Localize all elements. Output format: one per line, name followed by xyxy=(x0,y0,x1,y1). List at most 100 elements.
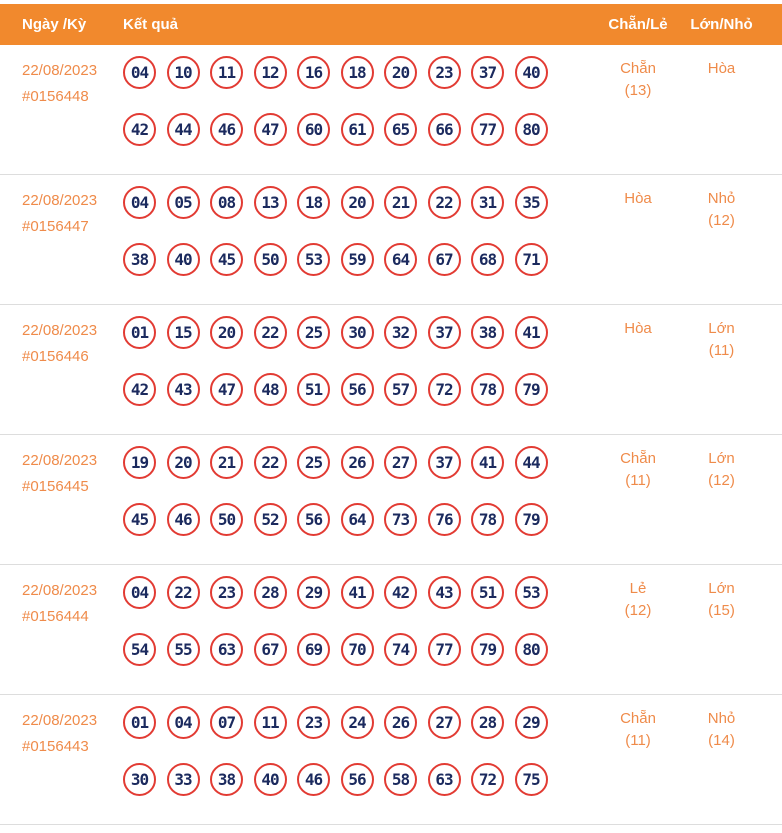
big-small-count: (12) xyxy=(708,472,735,489)
header-date-period: Ngày /Kỳ xyxy=(22,16,87,33)
number-ball: 10 xyxy=(166,56,200,89)
number-ball: 58 xyxy=(384,763,417,796)
number-ball: 20 xyxy=(166,446,200,479)
number-ball: 74 xyxy=(384,633,417,666)
table-header: Ngày /Kỳ Kết quả Chẵn/Lẻ Lớn/Nhỏ xyxy=(0,4,782,45)
number-ball: 79 xyxy=(514,503,548,536)
number-ball: 38 xyxy=(471,316,504,349)
result-row: 22/08/2023 #0156446 01 15 20 22 25 30 32 37 38 41… xyxy=(0,305,782,435)
draw-number[interactable]: #0156444 xyxy=(22,608,89,625)
draw-date: 22/08/2023 xyxy=(22,582,98,599)
numbers-line-2: 54 55 63 67 69 70 74 77 79 80 xyxy=(123,633,593,666)
number-ball: 47 xyxy=(253,113,287,146)
number-ball: 50 xyxy=(210,503,243,536)
number-ball: 42 xyxy=(123,113,156,146)
number-ball: 22 xyxy=(166,576,200,609)
draw-number[interactable]: #0156443 xyxy=(22,738,89,755)
even-odd-cell: Chẵn (11) xyxy=(593,695,683,824)
date-period-cell: 22/08/2023 #0156443 xyxy=(22,695,123,824)
number-ball: 59 xyxy=(340,243,374,276)
number-ball: 77 xyxy=(427,633,461,666)
number-ball: 64 xyxy=(340,503,374,536)
number-ball: 67 xyxy=(253,633,287,666)
even-odd-cell: Chẵn (11) xyxy=(593,435,683,564)
number-ball: 16 xyxy=(297,56,330,89)
date-period-cell: 22/08/2023 #0156447 xyxy=(22,175,123,304)
number-ball: 01 xyxy=(123,316,156,349)
number-ball: 51 xyxy=(297,373,330,406)
number-ball: 22 xyxy=(253,316,287,349)
big-small-count: (12) xyxy=(708,212,735,229)
number-ball: 64 xyxy=(384,243,417,276)
number-ball: 43 xyxy=(166,373,200,406)
number-ball: 41 xyxy=(514,316,548,349)
date-period-cell: 22/08/2023 #0156444 xyxy=(22,565,123,694)
number-ball: 21 xyxy=(384,186,417,219)
date-period-cell: 22/08/2023 #0156446 xyxy=(22,305,123,434)
number-ball: 22 xyxy=(253,446,287,479)
number-ball: 77 xyxy=(471,113,504,146)
big-small-count: (11) xyxy=(708,342,735,359)
number-ball: 37 xyxy=(471,56,504,89)
number-ball: 61 xyxy=(340,113,374,146)
numbers-line-2: 42 44 46 47 60 61 65 66 77 80 xyxy=(123,113,593,146)
draw-date: 22/08/2023 xyxy=(22,62,98,79)
number-ball: 38 xyxy=(210,763,243,796)
draw-number[interactable]: #0156446 xyxy=(22,348,89,365)
numbers-line-1: 01 04 07 11 23 24 26 27 28 29 xyxy=(123,706,593,739)
numbers-cell: 04 22 23 28 29 41 42 43 51 53 54 55 63 67 69 70 74 77 79 8… xyxy=(123,565,593,694)
numbers-cell: 04 10 11 12 16 18 20 23 37 40 42 44 46 47 60 61 65 66 77 8… xyxy=(123,45,593,174)
even-odd-value: Chẵn xyxy=(620,60,656,77)
draw-number[interactable]: #0156445 xyxy=(22,478,89,495)
number-ball: 22 xyxy=(427,186,461,219)
number-ball: 26 xyxy=(384,706,417,739)
number-ball: 72 xyxy=(471,763,504,796)
number-ball: 04 xyxy=(166,706,200,739)
number-ball: 21 xyxy=(210,446,243,479)
numbers-line-2: 30 33 38 40 46 56 58 63 72 75 xyxy=(123,763,593,796)
number-ball: 56 xyxy=(340,763,374,796)
table-body: 22/08/2023 #0156448 04 10 11 12 16 18 20 23 37 40… xyxy=(0,45,782,825)
even-odd-count: (13) xyxy=(624,82,652,99)
number-ball: 51 xyxy=(471,576,504,609)
number-ball: 46 xyxy=(210,113,243,146)
number-ball: 20 xyxy=(210,316,243,349)
number-ball: 42 xyxy=(123,373,156,406)
number-ball: 01 xyxy=(123,706,156,739)
number-ball: 65 xyxy=(384,113,417,146)
number-ball: 48 xyxy=(253,373,287,406)
number-ball: 80 xyxy=(514,633,548,666)
even-odd-value: Hòa xyxy=(624,190,652,207)
number-ball: 53 xyxy=(514,576,548,609)
number-ball: 46 xyxy=(166,503,200,536)
number-ball: 20 xyxy=(340,186,374,219)
result-row: 22/08/2023 #0156444 04 22 23 28 29 41 42 43 51 53… xyxy=(0,565,782,695)
draw-date: 22/08/2023 xyxy=(22,192,98,209)
draw-number[interactable]: #0156447 xyxy=(22,218,89,235)
number-ball: 40 xyxy=(253,763,287,796)
number-ball: 23 xyxy=(427,56,461,89)
big-small-cell: Hòa xyxy=(683,45,760,174)
number-ball: 05 xyxy=(166,186,200,219)
draw-number[interactable]: #0156448 xyxy=(22,88,89,105)
number-ball: 46 xyxy=(297,763,330,796)
numbers-line-2: 42 43 47 48 51 56 57 72 78 79 xyxy=(123,373,593,406)
draw-date: 22/08/2023 xyxy=(22,712,98,729)
number-ball: 07 xyxy=(210,706,243,739)
numbers-cell: 01 04 07 11 23 24 26 27 28 29 30 33 38 40 46 56 58 63 72 7… xyxy=(123,695,593,824)
big-small-cell: Lớn (11) xyxy=(683,305,760,434)
number-ball: 44 xyxy=(514,446,548,479)
header-even-odd: Chẵn/Lẻ xyxy=(608,16,668,33)
result-row: 22/08/2023 #0156447 04 05 08 13 18 20 21 22 31 35… xyxy=(0,175,782,305)
even-odd-value: Chẵn xyxy=(620,450,656,467)
even-odd-count: (12) xyxy=(624,602,652,619)
number-ball: 20 xyxy=(384,56,417,89)
number-ball: 24 xyxy=(340,706,374,739)
even-odd-cell: Hòa xyxy=(593,305,683,434)
date-period-cell: 22/08/2023 #0156445 xyxy=(22,435,123,564)
number-ball: 25 xyxy=(297,446,330,479)
even-odd-value: Chẵn xyxy=(620,710,656,727)
even-odd-cell: Chẵn (13) xyxy=(593,45,683,174)
number-ball: 40 xyxy=(166,243,200,276)
numbers-line-2: 38 40 45 50 53 59 64 67 68 71 xyxy=(123,243,593,276)
